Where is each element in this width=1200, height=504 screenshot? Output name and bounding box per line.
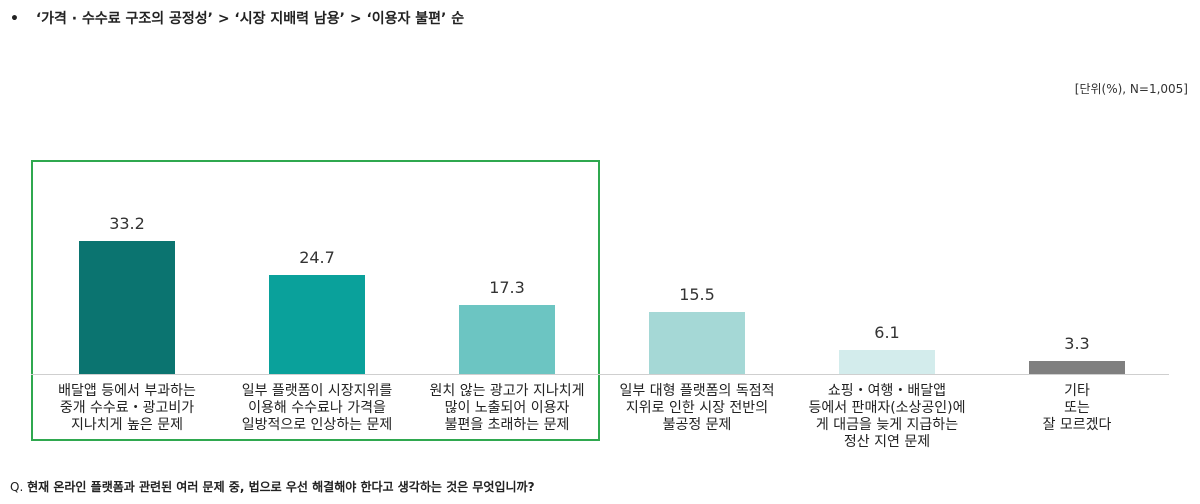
headline: • ‘가격 · 수수료 구조의 공정성’ > ‘시장 지배력 남용’ > ‘이용… [10, 8, 464, 28]
bar-5 [839, 350, 935, 374]
question-prefix: Q. [10, 480, 24, 494]
value-label-3: 17.3 [489, 278, 525, 297]
value-label-1: 33.2 [109, 214, 145, 233]
question-text: 현재 온라인 플랫폼과 관련된 여러 문제 중, 법으로 우선 해결해야 한다고… [27, 480, 535, 494]
survey-question: Q. 현재 온라인 플랫폼과 관련된 여러 문제 중, 법으로 우선 해결해야 … [10, 478, 535, 495]
bullet-icon: • [10, 11, 19, 27]
value-label-6: 3.3 [1064, 334, 1090, 353]
bar-4 [649, 312, 745, 374]
category-label-1: 배달앱 등에서 부과하는 중개 수수료・광고비가 지나치게 높은 문제 [58, 383, 196, 433]
bar-1 [79, 241, 175, 374]
unit-note: [단위(%), N=1,005] [1074, 82, 1188, 96]
value-label-2: 24.7 [299, 248, 335, 267]
bar-2 [269, 275, 365, 374]
category-label-2: 일부 플랫폼이 시장지위를 이용해 수수료나 가격을 일방적으로 인상하는 문제 [241, 383, 393, 433]
category-label-4: 일부 대형 플랫폼의 독점적 지위로 인한 시장 전반의 불공정 문제 [619, 383, 775, 433]
headline-text: ‘가격 · 수수료 구조의 공정성’ > ‘시장 지배력 남용’ > ‘이용자 … [35, 11, 465, 27]
value-label-4: 15.5 [679, 285, 715, 304]
highlight-box [31, 160, 600, 441]
bar-3 [459, 305, 555, 374]
category-label-3: 원치 않는 광고가 지나치게 많이 노출되어 이용자 불편을 초래하는 문제 [429, 383, 585, 433]
chart-baseline [31, 374, 1169, 375]
value-label-5: 6.1 [874, 323, 900, 342]
category-label-6: 기타 또는 잘 모르겠다 [1042, 383, 1112, 433]
bar-6 [1029, 361, 1125, 374]
category-label-5: 쇼핑・여행・배달앱 등에서 판매자(소상공인)에 게 대금을 늦게 지급하는 정… [808, 383, 966, 450]
